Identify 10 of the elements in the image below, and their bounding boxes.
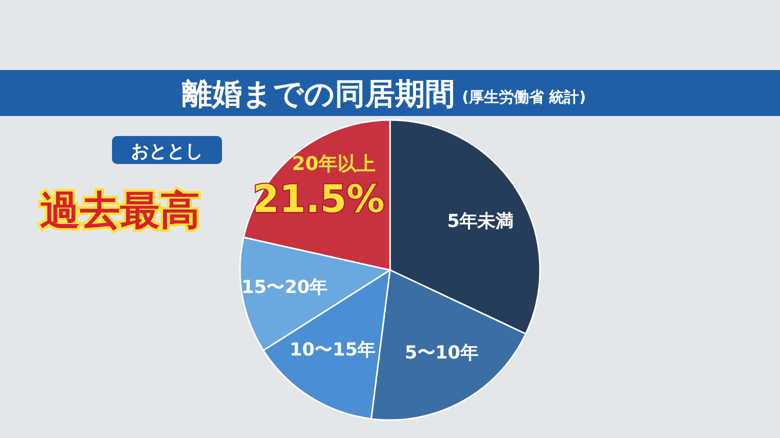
slice-label: 10〜15年 bbox=[290, 340, 376, 361]
text: 過去最高 bbox=[40, 188, 200, 234]
slice-label: 5年未満 bbox=[447, 211, 514, 232]
text: おととし bbox=[131, 141, 203, 162]
data-label: 21.5% bbox=[252, 176, 385, 221]
slice-label: 20年以上 bbox=[292, 152, 376, 175]
slice-label: 15〜20年 bbox=[242, 276, 328, 298]
chart-subtitle: (厚生労働省 統計) bbox=[462, 88, 586, 106]
chart-title: 離婚までの同居期間 bbox=[181, 77, 455, 112]
slice-label: 5〜10年 bbox=[404, 342, 478, 364]
